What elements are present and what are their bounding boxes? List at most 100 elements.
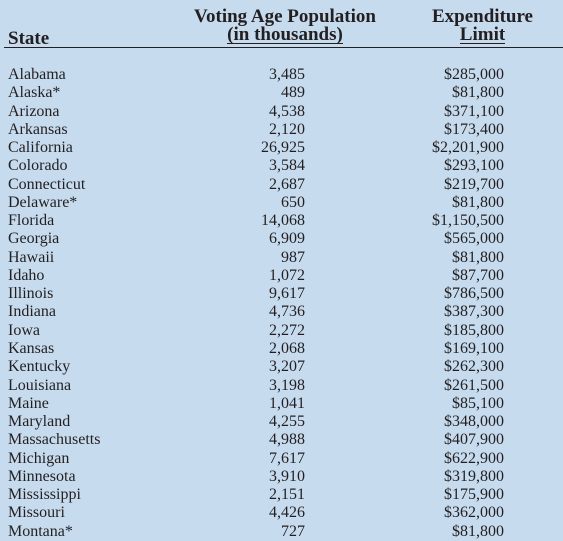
table-row: Mississippi 2,151 $175,900 — [0, 486, 563, 504]
population-cell: 14,068 — [261, 212, 305, 230]
limit-cell: $2,201,900 — [432, 139, 504, 157]
population-cell: 1,072 — [269, 266, 305, 284]
state-cell: Georgia — [8, 230, 60, 248]
header-expenditure-line1: Expenditure — [431, 6, 533, 27]
state-cell: Connecticut — [8, 175, 86, 193]
state-cell: Maine — [8, 394, 49, 412]
limit-cell: $185,800 — [444, 321, 504, 339]
population-cell: 4,988 — [269, 431, 305, 449]
header-population-line2: (in thousands) — [227, 24, 343, 45]
state-cell: Kentucky — [8, 358, 71, 376]
table-row: Kentucky 3,207 $262,300 — [0, 358, 563, 376]
state-cell: Montana* — [8, 522, 73, 540]
population-cell: 26,925 — [261, 139, 305, 157]
limit-cell: $169,100 — [444, 339, 504, 357]
table-row: Illinois 9,617 $786,500 — [0, 285, 563, 303]
limit-cell: $262,300 — [444, 358, 504, 376]
limit-cell: $348,000 — [444, 413, 504, 431]
table-row: Minnesota 3,910 $319,800 — [0, 468, 563, 486]
table-row: Michigan 7,617 $622,900 — [0, 450, 563, 468]
table-row: Alabama 3,485 $285,000 — [0, 66, 563, 84]
limit-cell: $786,500 — [444, 285, 504, 303]
population-cell: 2,687 — [269, 175, 305, 193]
limit-cell: $81,800 — [452, 522, 504, 540]
state-cell: Alaska* — [8, 84, 61, 102]
table-row: Massachusetts 4,988 $407,900 — [0, 431, 563, 449]
population-cell: 727 — [281, 522, 305, 540]
table-row: California 26,925 $2,201,900 — [0, 139, 563, 157]
table-body: Alabama 3,485 $285,000 Alaska* 489 $81,800 Ari… — [0, 66, 563, 541]
table-row: Maryland 4,255 $348,000 — [0, 413, 563, 431]
limit-cell: $81,800 — [452, 84, 504, 102]
state-cell: Indiana — [8, 303, 56, 321]
limit-cell: $407,900 — [444, 431, 504, 449]
state-cell: Missouri — [8, 504, 65, 522]
state-cell: Arizona — [8, 102, 60, 120]
limit-cell: $81,800 — [452, 248, 504, 266]
table-row: Georgia 6,909 $565,000 — [0, 230, 563, 248]
limit-cell: $371,100 — [444, 102, 504, 120]
table-row: Missouri 4,426 $362,000 — [0, 504, 563, 522]
table-row: Kansas 2,068 $169,100 — [0, 340, 563, 358]
state-cell: Mississippi — [8, 486, 81, 504]
population-cell: 2,120 — [269, 120, 305, 138]
table-row: Alaska* 489 $81,800 — [0, 84, 563, 102]
state-cell: Minnesota — [8, 467, 76, 485]
header-expenditure: Expenditure Limit — [410, 6, 555, 45]
population-cell: 1,041 — [269, 394, 305, 412]
population-cell: 2,272 — [269, 321, 305, 339]
table-row: Maine 1,041 $85,100 — [0, 395, 563, 413]
header-population: Voting Age Population (in thousands) — [165, 6, 405, 45]
table-row: Colorado 3,584 $293,100 — [0, 157, 563, 175]
header-expenditure-line2: Limit — [459, 24, 506, 45]
population-cell: 3,910 — [269, 467, 305, 485]
population-cell: 2,068 — [269, 339, 305, 357]
limit-cell: $293,100 — [444, 157, 504, 175]
limit-cell: $319,800 — [444, 467, 504, 485]
table-row: Connecticut 2,687 $219,700 — [0, 176, 563, 194]
limit-cell: $1,150,500 — [432, 212, 504, 230]
table-row: Hawaii 987 $81,800 — [0, 249, 563, 267]
limit-cell: $87,700 — [452, 266, 504, 284]
population-cell: 4,538 — [269, 102, 305, 120]
state-cell: Florida — [8, 212, 55, 230]
header-state: State — [8, 28, 50, 49]
state-cell: Iowa — [8, 321, 40, 339]
population-cell: 3,584 — [269, 157, 305, 175]
state-cell: Arkansas — [8, 120, 68, 138]
population-cell: 9,617 — [269, 285, 305, 303]
state-cell: Idaho — [8, 266, 45, 284]
table-row: Arkansas 2,120 $173,400 — [0, 121, 563, 139]
table-row: Louisiana 3,198 $261,500 — [0, 377, 563, 395]
population-cell: 4,255 — [269, 413, 305, 431]
state-cell: Hawaii — [8, 248, 55, 266]
population-cell: 6,909 — [269, 230, 305, 248]
population-cell: 4,736 — [269, 303, 305, 321]
table-row: Montana* 727 $81,800 — [0, 523, 563, 541]
population-cell: 7,617 — [269, 449, 305, 467]
limit-cell: $175,900 — [444, 486, 504, 504]
state-cell: Michigan — [8, 449, 70, 467]
state-cell: Maryland — [8, 413, 71, 431]
table-row: Delaware* 650 $81,800 — [0, 194, 563, 212]
table-row: Idaho 1,072 $87,700 — [0, 267, 563, 285]
population-cell: 3,198 — [269, 376, 305, 394]
population-cell: 489 — [281, 84, 305, 102]
population-cell: 4,426 — [269, 504, 305, 522]
table-row: Florida 14,068 $1,150,500 — [0, 212, 563, 230]
limit-cell: $173,400 — [444, 120, 504, 138]
state-cell: Louisiana — [8, 376, 72, 394]
table-row: Indiana 4,736 $387,300 — [0, 303, 563, 321]
limit-cell: $261,500 — [444, 376, 504, 394]
header-rule — [4, 47, 563, 48]
population-cell: 2,151 — [269, 486, 305, 504]
limit-cell: $387,300 — [444, 303, 504, 321]
limit-cell: $362,000 — [444, 504, 504, 522]
population-cell: 3,207 — [269, 358, 305, 376]
limit-cell: $565,000 — [444, 230, 504, 248]
population-cell: 3,485 — [269, 66, 305, 83]
header-population-line1: Voting Age Population — [194, 6, 376, 27]
limit-cell: $219,700 — [444, 175, 504, 193]
limit-cell: $622,900 — [444, 449, 504, 467]
